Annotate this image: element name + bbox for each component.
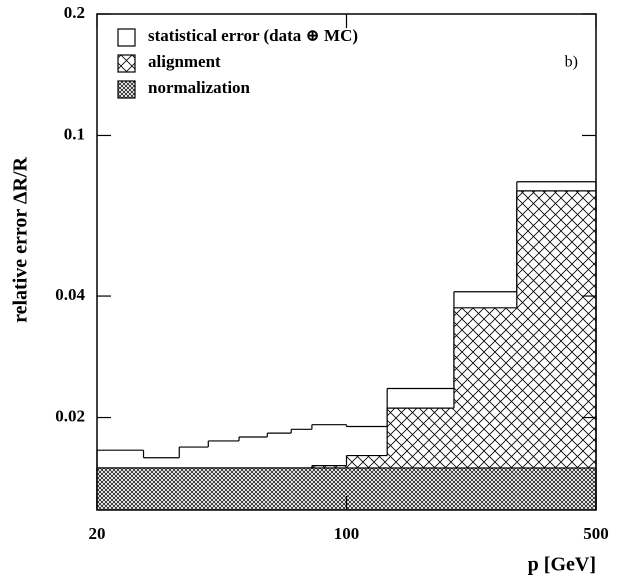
bar bbox=[453, 467, 517, 510]
legend-label: alignment bbox=[148, 52, 221, 71]
legend-label: normalization bbox=[148, 78, 251, 97]
x-tick-label: 20 bbox=[89, 524, 106, 543]
bar bbox=[239, 467, 268, 510]
bar bbox=[311, 467, 347, 510]
y-tick-label: 0.1 bbox=[64, 124, 85, 143]
bar bbox=[387, 467, 454, 510]
bar bbox=[179, 467, 209, 510]
legend-label: statistical error (data ⊕ MC) bbox=[148, 26, 358, 45]
legend-swatch bbox=[117, 80, 136, 99]
x-axis-label: p [GeV] bbox=[528, 554, 596, 576]
annotation: b) bbox=[565, 54, 578, 71]
y-axis-label: relative error ΔR/R bbox=[10, 157, 32, 323]
bar bbox=[516, 467, 596, 510]
bar bbox=[291, 467, 312, 510]
bar bbox=[346, 467, 388, 510]
x-tick-label: 100 bbox=[334, 524, 360, 543]
bar bbox=[97, 467, 144, 510]
x-tick-label: 500 bbox=[583, 524, 609, 543]
bar bbox=[143, 467, 180, 510]
legend-swatch bbox=[117, 54, 136, 73]
y-tick-label: 0.04 bbox=[55, 285, 85, 304]
bar bbox=[267, 467, 292, 510]
bar bbox=[208, 467, 240, 510]
y-tick-label: 0.2 bbox=[64, 3, 85, 22]
y-tick-label: 0.02 bbox=[55, 406, 85, 425]
legend-swatch bbox=[117, 28, 136, 47]
bar bbox=[516, 190, 596, 510]
